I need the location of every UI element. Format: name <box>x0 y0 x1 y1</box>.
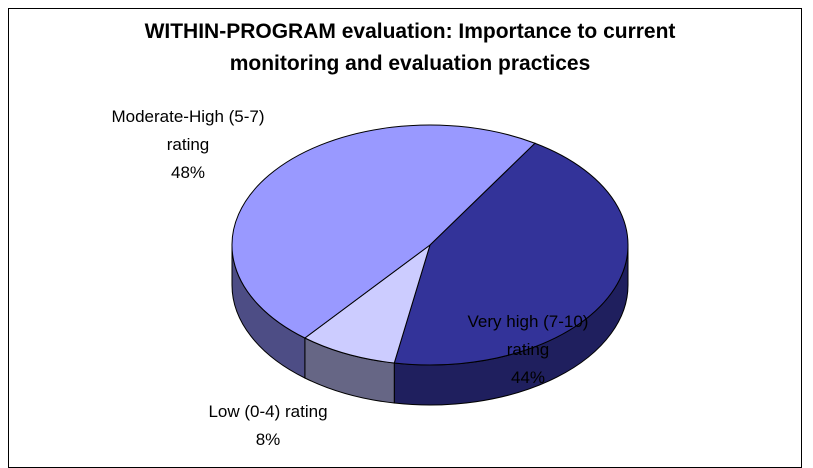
slice-name: Moderate-High (5-7) rating <box>111 107 265 154</box>
pie-slice <box>303 243 431 364</box>
slice-label: Low (0-4) rating 8% <box>183 398 353 454</box>
slice-name: Very high (7-10) rating <box>467 312 589 359</box>
pie-slice <box>231 124 536 339</box>
slice-label: Moderate-High (5-7) rating 48% <box>110 103 266 187</box>
slice-value: 44% <box>510 368 546 387</box>
chart <box>231 124 629 406</box>
slice-value: 8% <box>255 430 281 449</box>
slice-value: 48% <box>170 163 206 182</box>
slice-name: Low (0-4) rating <box>208 402 328 421</box>
slice-label: Very high (7-10) rating 44% <box>453 308 603 392</box>
pie-slice <box>393 142 629 366</box>
page: WITHIN-PROGRAM evaluation: Importance to… <box>8 8 802 468</box>
chart-title: WITHIN-PROGRAM evaluation: Importance to… <box>144 20 676 75</box>
